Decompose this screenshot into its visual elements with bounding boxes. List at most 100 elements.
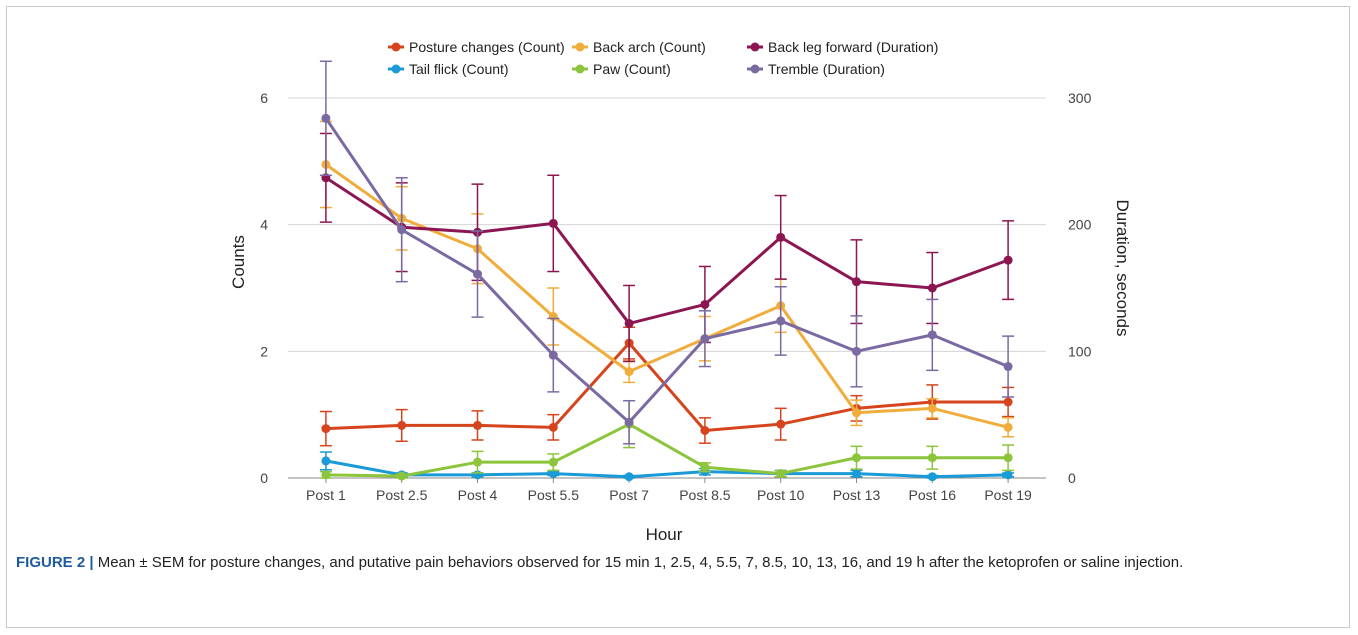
data-point [548, 350, 558, 360]
legend-marker [575, 42, 585, 52]
data-point [927, 472, 937, 482]
data-point [321, 456, 331, 466]
x-tick-label: Post 1 [306, 487, 346, 503]
data-point [321, 470, 331, 480]
legend-label: Tremble (Duration) [768, 61, 885, 77]
legend-item-paw-count: Paw (Count) [572, 61, 671, 77]
y-tick-label: 2 [260, 343, 268, 359]
legend-item-back-arch-count: Back arch (Count) [572, 39, 706, 55]
x-tick-label: Post 4 [458, 487, 498, 503]
data-point [397, 420, 407, 430]
y2-tick-label: 100 [1068, 343, 1092, 359]
legend-label: Tail flick (Count) [409, 61, 509, 77]
data-point [852, 469, 861, 479]
data-point [1003, 397, 1013, 407]
data-point [473, 269, 482, 279]
y-tick-label: 0 [260, 470, 268, 486]
data-point [852, 277, 861, 287]
series-back-arch-count [319, 120, 1015, 438]
data-point [397, 225, 407, 235]
data-point [473, 420, 482, 430]
series-line [325, 341, 1009, 432]
data-point [548, 469, 558, 479]
legend-marker [750, 42, 760, 52]
data-point [776, 419, 786, 429]
data-point [700, 462, 710, 472]
data-point [852, 408, 861, 418]
x-tick-label: Post 8.5 [679, 487, 731, 503]
caption-label: FIGURE 2 | [16, 554, 94, 571]
legend-marker [391, 42, 401, 52]
series-line [325, 459, 1009, 479]
y-tick-label: 4 [260, 217, 268, 233]
data-point [548, 422, 558, 432]
series-line [325, 176, 1009, 325]
legend-item-tail-flick-count: Tail flick (Count) [388, 61, 509, 77]
data-point [927, 283, 937, 293]
data-point [1003, 255, 1013, 265]
y2-tick-label: 200 [1068, 217, 1092, 233]
data-point [1003, 422, 1013, 432]
legend-item-back-leg-forward-duration: Back leg forward (Duration) [747, 39, 938, 55]
x-axis-title: Hour [646, 525, 683, 544]
data-point [776, 469, 786, 479]
data-point [624, 417, 634, 427]
y-tick-label: 6 [260, 90, 268, 106]
legend-label: Back leg forward (Duration) [768, 39, 938, 55]
x-tick-label: Post 16 [909, 487, 957, 503]
data-point [700, 299, 710, 309]
x-tick-label: Post 5.5 [528, 487, 580, 503]
series-line [324, 117, 1009, 424]
x-tick-label: Post 2.5 [376, 487, 428, 503]
data-point [776, 232, 786, 242]
y2-tick-label: 0 [1068, 470, 1076, 486]
series-paw-count [319, 399, 1015, 481]
data-point [700, 334, 710, 344]
line-chart: 0 2 4 6 0 100 200 300 Post 1 Post 2.5 Post 4 Post 5… [229, 39, 1132, 544]
figure-caption: FIGURE 2 | Mean ± SEM for posture change… [16, 550, 1326, 575]
legend-item-posture-changes-count: Posture changes (Count) [388, 39, 565, 55]
legend-label: Posture changes (Count) [409, 39, 565, 55]
data-point [927, 453, 937, 463]
data-point [624, 367, 634, 377]
legend-marker [750, 64, 760, 74]
data-point [624, 472, 634, 482]
data-point [548, 457, 558, 467]
data-point [927, 403, 937, 413]
series-posture-changes-count [319, 326, 1015, 447]
legend-marker [391, 64, 401, 74]
series-line [325, 422, 1009, 478]
series-back-leg-forward-duration [319, 132, 1015, 363]
data-point [321, 113, 331, 123]
x-tick-label: Post 19 [984, 487, 1032, 503]
legend-item-tremble-duration: Tremble (Duration) [747, 61, 885, 77]
data-point [473, 457, 482, 467]
data-point [624, 318, 634, 328]
legend-label: Paw (Count) [593, 61, 671, 77]
axes: 0 2 4 6 0 100 200 300 Post 1 Post 2.5 Post 4 Post 5… [260, 90, 1091, 503]
y2-axis-title: Duration, seconds [1113, 199, 1132, 336]
data-point [1003, 453, 1013, 463]
series-line [325, 163, 1009, 429]
x-tick-label: Post 10 [757, 487, 805, 503]
data-point [776, 316, 786, 326]
data-point [397, 471, 407, 481]
y-axis-title: Counts [229, 235, 248, 289]
series-layer [319, 60, 1015, 482]
data-point [852, 453, 861, 463]
caption-text: Mean ± SEM for posture changes, and puta… [93, 554, 1184, 571]
data-point [1003, 470, 1013, 480]
data-point [1003, 362, 1013, 372]
data-point [548, 218, 558, 228]
data-point [927, 330, 937, 340]
legend-label: Back arch (Count) [593, 39, 706, 55]
legend: Posture changes (Count) Back arch (Count)… [388, 39, 938, 77]
data-point [700, 426, 710, 435]
data-point [852, 346, 861, 356]
x-tick-label: Post 13 [833, 487, 881, 503]
figure-frame [6, 6, 1350, 628]
y2-tick-label: 300 [1068, 90, 1092, 106]
data-point [321, 424, 331, 434]
legend-marker [575, 64, 585, 74]
x-tick-label: Post 7 [609, 487, 649, 503]
